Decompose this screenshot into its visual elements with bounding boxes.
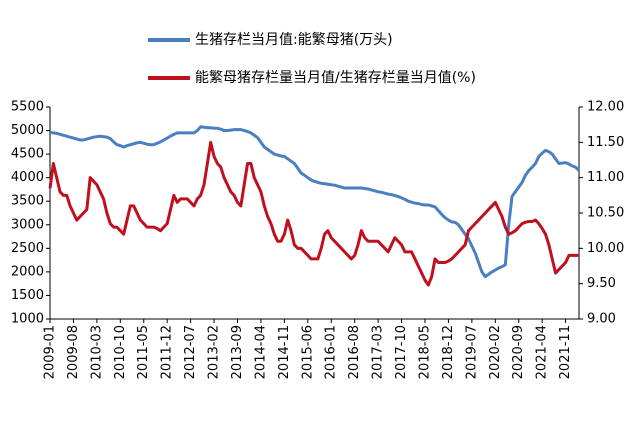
y-tick-label: 5500 (11, 100, 44, 115)
y2-tick-label: 11.50 (587, 135, 624, 150)
y-tick-label: 4500 (11, 147, 44, 162)
series-line (49, 125, 581, 279)
x-tick-label: 2021-04 (535, 325, 550, 379)
x-tick-label: 2014-11 (277, 325, 292, 379)
x-tick-label: 2009-08 (66, 325, 81, 379)
x-tick-label: 2010-03 (89, 325, 104, 379)
x-tick-label: 2017-03 (371, 325, 386, 379)
y-tick-label: 3500 (11, 194, 44, 209)
legend-label: 能繁母猪存栏量当月值/生猪存栏量当月值(%) (195, 70, 476, 86)
x-tick-label: 2013-02 (207, 325, 222, 379)
y2-tick-label: 9.50 (587, 276, 616, 291)
x-tick-label: 2018-05 (417, 325, 432, 379)
x-tick-label: 2009-01 (43, 325, 58, 379)
x-tick-label: 2021-11 (558, 325, 573, 379)
y-tick-label: 2000 (11, 264, 44, 279)
x-tick-label: 2016-01 (324, 325, 339, 379)
x-tick-label: 2011-12 (160, 325, 175, 379)
x-tick-label: 2010-10 (113, 325, 128, 379)
y-tick-label: 2500 (11, 241, 44, 256)
x-tick-label: 2018-12 (441, 325, 456, 379)
x-tick-label: 2013-09 (230, 325, 245, 379)
x-tick-label: 2016-08 (347, 325, 362, 379)
y2-tick-label: 12.00 (587, 100, 624, 115)
x-tick-label: 2011-05 (136, 325, 151, 379)
x-tick-label: 2020-09 (511, 325, 526, 379)
y2-tick-label: 9.00 (587, 312, 616, 327)
y-tick-label: 1500 (11, 288, 44, 303)
x-tick-label: 2020-02 (488, 325, 503, 379)
y-tick-label: 4000 (11, 170, 44, 185)
y-tick-label: 1000 (11, 312, 44, 327)
y2-tick-label: 10.50 (587, 206, 624, 221)
legend-label: 生猪存栏当月值:能繁母猪(万头) (195, 32, 393, 48)
x-tick-label: 2012-07 (183, 325, 198, 379)
y2-tick-label: 11.00 (587, 170, 624, 185)
y2-tick-label: 10.00 (587, 241, 624, 256)
x-tick-label: 2017-10 (394, 325, 409, 379)
y-tick-label: 3000 (11, 217, 44, 232)
y-tick-label: 5000 (11, 123, 44, 138)
x-tick-label: 2015-06 (300, 325, 315, 379)
series-line (48, 140, 579, 287)
x-tick-label: 2014-04 (253, 325, 268, 379)
x-tick-label: 2019-07 (464, 325, 479, 379)
